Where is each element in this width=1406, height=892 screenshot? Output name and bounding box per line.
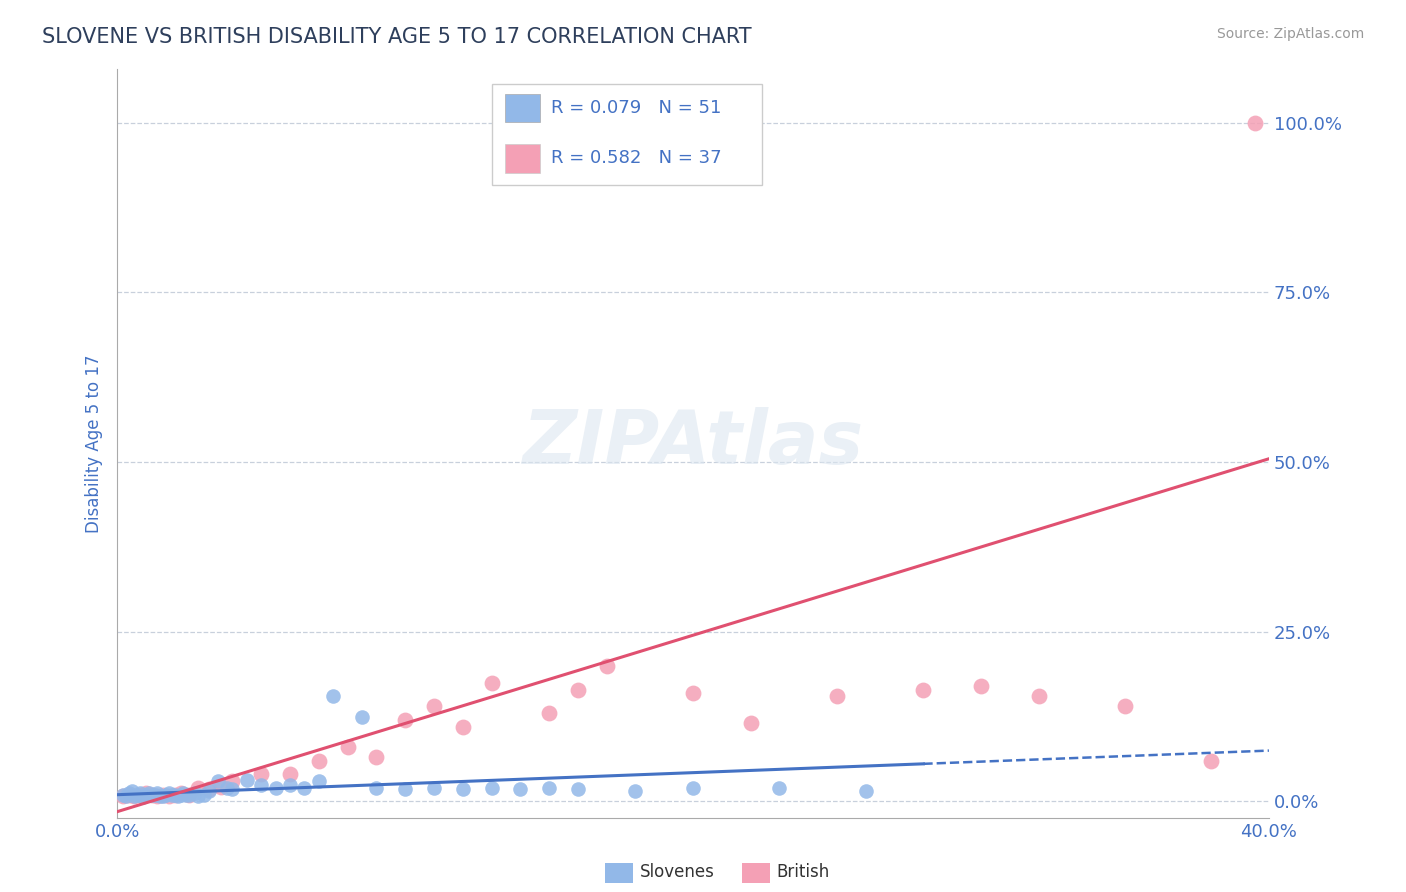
Point (198, 782, 221, 797)
Point (250, 778, 273, 792)
Point (111, 788, 134, 802)
Point (423, 780, 446, 795)
Point (179, 788, 201, 802)
Point (207, 774, 229, 789)
Point (481, 780, 503, 795)
Point (595, 658, 617, 673)
Point (209, 780, 232, 794)
Point (124, 789, 146, 803)
Point (157, 789, 180, 803)
Point (740, 716, 762, 731)
Point (146, 789, 169, 803)
Point (114, 789, 136, 803)
Point (366, 750, 388, 764)
Point (143, 788, 166, 802)
Point (264, 780, 287, 795)
Point (118, 788, 141, 802)
Point (1243, 116, 1265, 130)
Point (163, 788, 186, 802)
Point (308, 754, 330, 768)
Point (169, 788, 191, 802)
Point (423, 699, 446, 714)
Text: British: British (776, 863, 830, 881)
Point (322, 690, 344, 704)
Point (121, 784, 143, 798)
FancyBboxPatch shape (492, 84, 762, 185)
Y-axis label: Disability Age 5 to 17: Disability Age 5 to 17 (86, 354, 103, 533)
Point (768, 780, 790, 795)
Point (855, 784, 877, 798)
Point (292, 780, 315, 795)
Point (451, 782, 474, 797)
Point (184, 786, 207, 800)
Point (336, 740, 359, 755)
Point (394, 782, 416, 797)
Point (127, 788, 149, 802)
Point (132, 789, 155, 804)
Point (538, 706, 561, 721)
Point (152, 789, 174, 803)
Point (135, 788, 157, 802)
Point (174, 788, 197, 802)
Point (129, 788, 152, 802)
Point (146, 786, 169, 800)
Point (163, 788, 186, 802)
Point (152, 788, 174, 802)
Point (682, 780, 704, 795)
Point (198, 784, 221, 798)
Point (141, 788, 163, 802)
Point (155, 788, 177, 802)
Point (481, 675, 503, 690)
Point (624, 784, 647, 798)
Point (366, 780, 388, 795)
Text: Source: ZipAtlas.com: Source: ZipAtlas.com (1216, 27, 1364, 41)
Point (172, 786, 194, 800)
Point (135, 786, 157, 800)
Text: SLOVENE VS BRITISH DISABILITY AGE 5 TO 17 CORRELATION CHART: SLOVENE VS BRITISH DISABILITY AGE 5 TO 1… (42, 27, 752, 46)
Text: R = 0.079   N = 51: R = 0.079 N = 51 (551, 99, 721, 117)
Point (193, 788, 215, 802)
Point (111, 789, 134, 803)
Point (221, 782, 243, 797)
Point (1201, 754, 1223, 768)
Point (278, 767, 301, 781)
Point (567, 682, 589, 697)
FancyBboxPatch shape (505, 94, 540, 122)
Point (350, 709, 373, 723)
Point (166, 789, 188, 803)
Point (187, 789, 209, 803)
Point (221, 774, 243, 789)
Text: R = 0.582   N = 37: R = 0.582 N = 37 (551, 150, 723, 168)
Point (157, 786, 180, 800)
Point (825, 690, 848, 704)
Point (250, 767, 273, 781)
Point (124, 789, 146, 803)
Point (682, 686, 704, 700)
Point (970, 679, 993, 693)
Point (141, 788, 163, 802)
Point (169, 786, 191, 800)
Point (149, 789, 172, 803)
Point (179, 788, 201, 802)
Point (1028, 690, 1050, 704)
Point (509, 782, 531, 797)
Point (138, 786, 160, 800)
Point (451, 720, 474, 734)
Point (236, 772, 259, 787)
Point (187, 780, 209, 795)
Point (160, 788, 183, 802)
Point (394, 713, 416, 727)
Text: Slovenes: Slovenes (640, 863, 714, 881)
Text: ZIPAtlas: ZIPAtlas (523, 407, 863, 480)
Point (912, 682, 935, 697)
Point (129, 786, 152, 800)
Point (1114, 699, 1136, 714)
Point (308, 774, 330, 789)
FancyBboxPatch shape (505, 145, 540, 173)
Point (118, 786, 141, 800)
Point (215, 780, 238, 795)
Point (538, 780, 561, 795)
Point (278, 778, 301, 792)
Point (567, 782, 589, 797)
